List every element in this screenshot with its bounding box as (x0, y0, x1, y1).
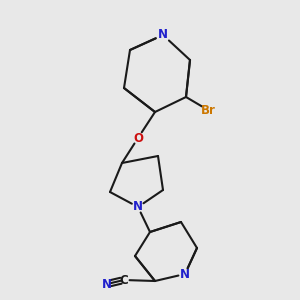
Text: O: O (133, 131, 143, 145)
Text: C: C (120, 274, 128, 286)
Text: N: N (180, 268, 190, 281)
Text: Br: Br (201, 103, 215, 116)
Text: N: N (133, 200, 143, 214)
Text: N: N (158, 28, 168, 41)
Text: N: N (102, 278, 112, 290)
